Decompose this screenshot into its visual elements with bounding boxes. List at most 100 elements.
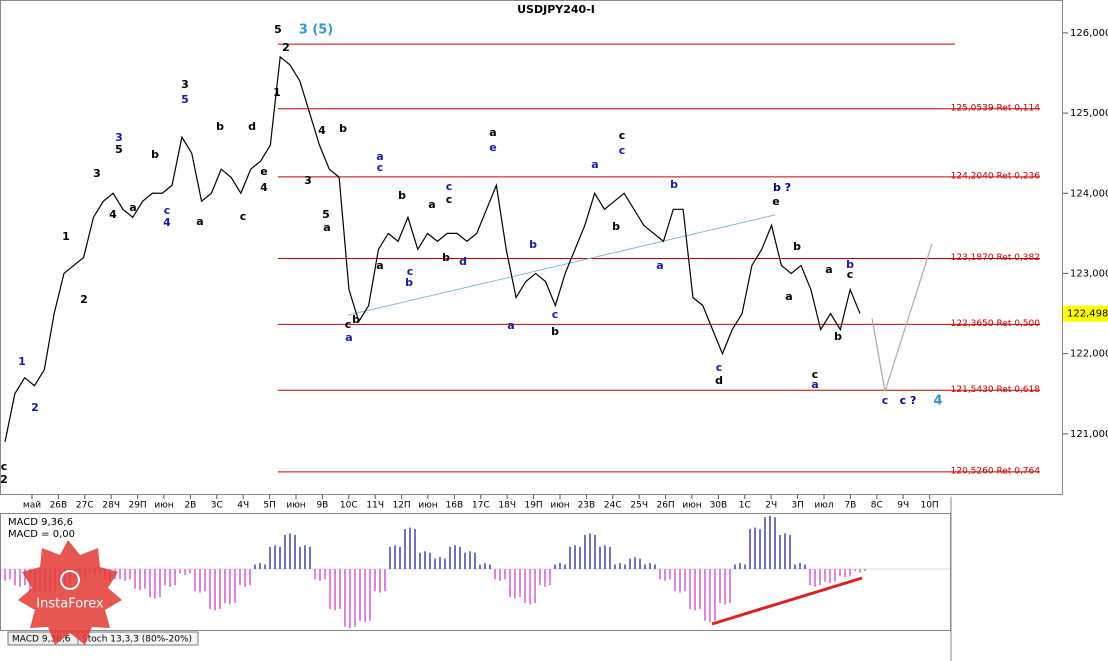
wave-label: 2 <box>0 473 8 486</box>
x-tick-label: 12П <box>392 501 410 511</box>
watermark-badge <box>18 540 122 645</box>
wave-label: 4 <box>260 181 268 194</box>
wave-label: a <box>656 259 663 272</box>
wave-label: 2 <box>80 293 88 306</box>
wave-label: 5 <box>274 23 282 36</box>
wave-label: a <box>785 290 792 303</box>
x-tick-label: июл <box>814 501 833 511</box>
x-tick-label: 1С <box>739 501 751 511</box>
wave-label: b <box>339 122 347 135</box>
wave-label: 3 <box>115 131 123 144</box>
wave-label: e <box>772 195 779 208</box>
x-tick-label: 5П <box>263 501 276 511</box>
wave-label: b <box>612 220 620 233</box>
x-tick-label: 16В <box>446 501 464 511</box>
wave-label: a <box>507 319 514 332</box>
x-tick-label: 4Ч <box>237 501 249 511</box>
wave-label: b <box>551 325 559 338</box>
fib-level-label: 123,1870 Ret 0,382 <box>951 253 1040 263</box>
wave-label: c <box>619 144 626 157</box>
wave-label: 1 <box>62 230 70 243</box>
wave-label: 2 <box>282 41 290 54</box>
wave-label: c <box>446 193 453 206</box>
watermark-icon <box>60 570 80 590</box>
wave-label: a <box>825 263 832 276</box>
x-tick-label: 18Ч <box>498 501 516 511</box>
x-tick-label: июн <box>154 501 173 511</box>
wave-label: a <box>196 215 203 228</box>
wave-label: 4 <box>109 208 117 221</box>
wave-label: 1 <box>273 86 281 99</box>
wave-label: a <box>345 331 352 344</box>
wave-label: c <box>446 180 453 193</box>
wave-label: d <box>715 374 723 387</box>
wave-label: a <box>811 378 818 391</box>
macd-trendline <box>711 576 863 626</box>
wave-label: a <box>428 198 435 211</box>
wave-label: c <box>345 318 352 331</box>
fib-level-label: 125,0539 Ret 0,114 <box>951 103 1041 113</box>
wave-label: 3 <box>304 174 312 187</box>
wave-label: c <box>552 308 559 321</box>
wave-label: e <box>260 165 267 178</box>
wave-label: b <box>398 189 406 202</box>
price-line <box>4 55 861 442</box>
x-tick-label: 2Ч <box>765 501 777 511</box>
y-tick-label: 125,000 <box>1070 108 1108 119</box>
x-tick-label: 26П <box>656 501 674 511</box>
x-tick-label: 3П <box>791 501 804 511</box>
x-tick-label: 10С <box>340 501 358 511</box>
x-tick-label: 8С <box>871 501 883 511</box>
trendline <box>347 214 776 316</box>
wave-label: 3 (5) <box>299 23 334 38</box>
last-price-box <box>1063 305 1108 322</box>
wave-label: 1 <box>18 355 26 368</box>
wave-label: c <box>812 368 819 381</box>
wave-label: a <box>323 221 330 234</box>
fib-level-label: 120,5260 Ret 0,764 <box>951 466 1041 476</box>
x-tick-label: 23В <box>578 501 596 511</box>
y-tick-label: 126,000 <box>1070 28 1108 39</box>
wave-label: c ? <box>900 394 917 407</box>
wave-label: b <box>834 330 842 343</box>
x-tick-label: май <box>23 501 41 511</box>
wave-label: d <box>248 120 256 133</box>
x-tick-label: 26В <box>50 501 68 511</box>
wave-label: a <box>129 201 136 214</box>
y-tick-label: 124,000 <box>1070 188 1108 199</box>
wave-label: c <box>164 204 171 217</box>
tab-label[interactable]: Stoch 13,3,3 (80%-20%) <box>82 635 192 645</box>
y-tick-label: 123,000 <box>1070 268 1108 279</box>
x-tick-label: 9Ч <box>897 501 909 511</box>
wave-label: 3 <box>181 78 189 91</box>
wave-label: c <box>407 265 414 278</box>
wave-label: b <box>529 238 537 251</box>
x-tick-label: 29П <box>128 501 146 511</box>
wave-label: d <box>459 255 467 268</box>
wave-label: b <box>405 276 413 289</box>
x-tick-label: 19П <box>524 501 542 511</box>
wave-label: 4 <box>163 216 171 229</box>
wave-label: a <box>376 259 383 272</box>
wave-label: b <box>352 313 360 326</box>
wave-label: b <box>846 258 854 271</box>
wave-label: b <box>216 120 224 133</box>
wave-label: b <box>793 240 801 253</box>
x-tick-label: 7В <box>844 501 856 511</box>
x-tick-label: 25Ч <box>630 501 648 511</box>
x-tick-label: 27С <box>76 501 94 511</box>
y-tick-label: 122,000 <box>1070 349 1108 360</box>
wave-label: 3 <box>93 167 101 180</box>
wave-label: c <box>377 161 384 174</box>
wave-label: c <box>882 394 889 407</box>
x-tick-label: 3С <box>211 501 223 511</box>
projection <box>871 243 933 392</box>
fib-level-label: 122,3650 Ret 0,500 <box>951 319 1041 329</box>
wave-label: c <box>1 460 8 473</box>
tab-label[interactable]: MACD 9,36,6 <box>12 635 71 645</box>
wave-label: 2 <box>31 401 39 414</box>
wave-label: a <box>489 126 496 139</box>
macd-value: MACD = 0,00 <box>8 529 75 540</box>
y-tick-label: 121,000 <box>1070 429 1108 440</box>
